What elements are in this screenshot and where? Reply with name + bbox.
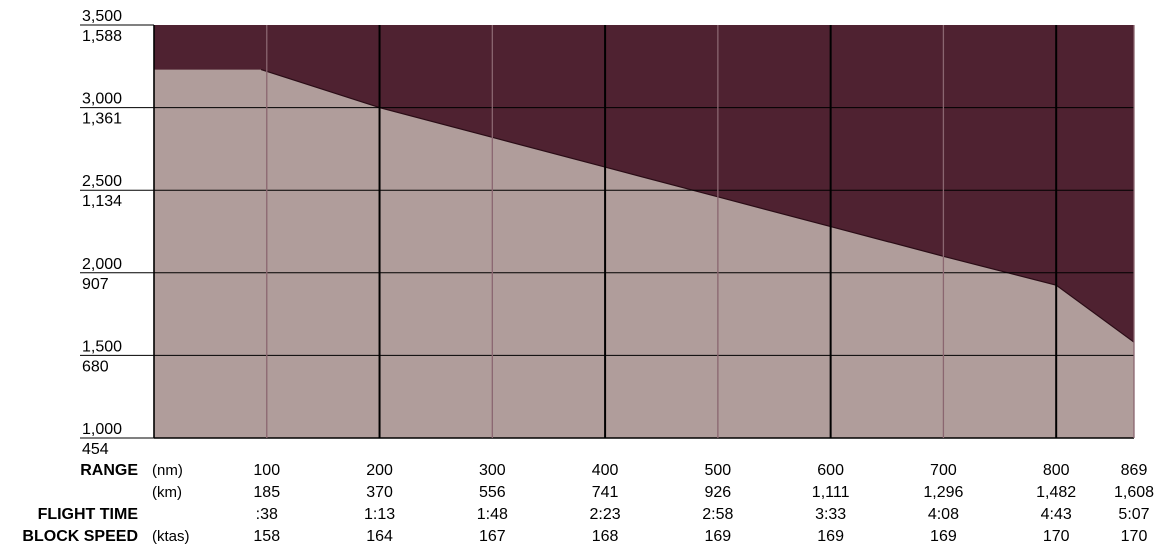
table-cell-speed: 169 — [930, 528, 957, 545]
table-cell-time: 5:07 — [1118, 506, 1149, 523]
tick-label-lb: 1,000 — [82, 421, 122, 438]
unit-label-nm: (nm) — [152, 462, 183, 479]
table-cell-speed: 158 — [253, 528, 280, 545]
table-cell-speed: 167 — [479, 528, 506, 545]
table-cell-nm: 800 — [1043, 462, 1070, 479]
table-cell-km: 1,111 — [812, 484, 850, 501]
table-cell-km: 370 — [366, 484, 393, 501]
tick-label-lb: 3,500 — [82, 8, 122, 25]
tick-label-kg: 1,361 — [82, 111, 122, 128]
unit-label-ktas: (ktas) — [152, 528, 190, 545]
tick-label-kg: 680 — [82, 358, 109, 375]
table-cell-km: 926 — [705, 484, 732, 501]
table-cell-time: 1:48 — [477, 506, 508, 523]
table-cell-nm: 600 — [817, 462, 844, 479]
table-cell-speed: 169 — [705, 528, 732, 545]
table-cell-speed: 169 — [817, 528, 844, 545]
table-cell-speed: 170 — [1121, 528, 1148, 545]
table-cell-time: 4:43 — [1041, 506, 1072, 523]
table-cell-time: 3:33 — [815, 506, 846, 523]
table-cell-nm: 100 — [253, 462, 280, 479]
tick-label-kg: 1,588 — [82, 28, 122, 45]
table-cell-time: 1:13 — [364, 506, 395, 523]
row-label-range: RANGE — [80, 462, 138, 479]
table-cell-speed: 168 — [592, 528, 619, 545]
table-cell-nm: 700 — [930, 462, 957, 479]
table-cell-time: :38 — [256, 506, 278, 523]
tick-label-lb: 2,000 — [82, 256, 122, 273]
lower-region — [154, 69, 1134, 438]
table-cell-nm: 200 — [366, 462, 393, 479]
table-cell-speed: 170 — [1043, 528, 1070, 545]
chart-regions — [154, 25, 1135, 438]
table-cell-km: 741 — [592, 484, 619, 501]
table-cell-speed: 164 — [366, 528, 393, 545]
unit-label-km: (km) — [152, 484, 182, 501]
table-cell-nm: 500 — [705, 462, 732, 479]
range-table: RANGE (nm) (km) FLIGHT TIME BLOCK SPEED … — [22, 462, 1154, 545]
table-cell-km: 1,608 — [1114, 484, 1154, 501]
tick-label-kg: 1,134 — [82, 193, 122, 210]
table-cell-time: 2:58 — [702, 506, 733, 523]
table-cell-nm: 400 — [592, 462, 619, 479]
row-label-block-speed: BLOCK SPEED — [22, 528, 138, 545]
tick-label-lb: 3,000 — [82, 91, 122, 108]
tick-label-kg: 454 — [82, 441, 109, 458]
table-cell-km: 1,482 — [1036, 484, 1076, 501]
tick-label-lb: 2,500 — [82, 173, 122, 190]
table-cell-time: 4:08 — [928, 506, 959, 523]
chart-grid — [153, 25, 1135, 439]
table-cell-time: 2:23 — [590, 506, 621, 523]
tick-label-kg: 907 — [82, 276, 109, 293]
y-axis: 3,500 1,588 3,000 1,361 2,500 1,134 2,000 907 1,… — [80, 8, 154, 458]
table-cell-nm: 869 — [1121, 462, 1148, 479]
row-label-flight-time: FLIGHT TIME — [38, 506, 139, 523]
table-cell-km: 185 — [253, 484, 280, 501]
table-cell-km: 556 — [479, 484, 506, 501]
tick-label-lb: 1,500 — [82, 338, 122, 355]
table-cell-km: 1,296 — [923, 484, 963, 501]
table-cell-nm: 300 — [479, 462, 506, 479]
